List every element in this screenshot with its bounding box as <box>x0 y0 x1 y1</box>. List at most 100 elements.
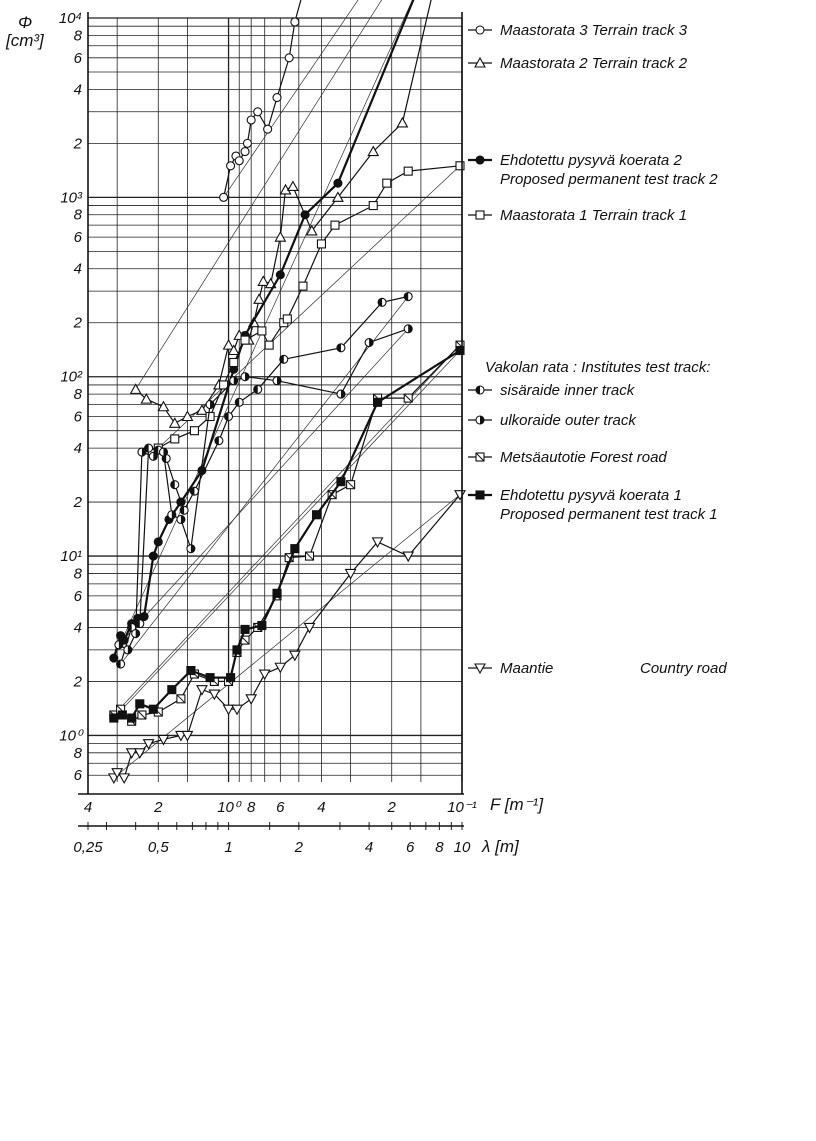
marker-fill <box>233 376 238 385</box>
series-circle-half-right <box>114 324 413 655</box>
data-point <box>288 650 301 662</box>
marker-shape <box>181 730 194 742</box>
data-point <box>311 510 322 520</box>
y-tick-label: 6 <box>74 229 83 246</box>
legend-swatch-marker <box>475 25 485 35</box>
f-tick-label: 10⁰ <box>217 799 242 816</box>
data-point <box>189 426 199 436</box>
f-tick-label: 4 <box>84 799 92 816</box>
data-point <box>157 400 170 412</box>
series-circle-filled <box>109 0 415 663</box>
data-point <box>240 624 250 634</box>
marker-fill <box>253 385 258 394</box>
data-point <box>109 653 119 663</box>
data-point <box>117 710 127 720</box>
data-point <box>344 568 357 580</box>
data-point <box>224 411 234 422</box>
data-point <box>196 404 208 415</box>
marker-fill <box>284 553 294 563</box>
fit-line <box>113 350 461 719</box>
marker-shape <box>227 344 240 356</box>
y-tick-label: 6 <box>74 409 83 426</box>
marker-shape <box>232 645 242 655</box>
data-point <box>179 505 189 515</box>
marker-shape <box>219 380 229 390</box>
data-point <box>148 551 158 561</box>
marker-shape <box>303 622 316 634</box>
data-point <box>135 619 145 629</box>
marker-shape <box>475 210 485 220</box>
marker-shape <box>331 191 344 202</box>
marker-shape <box>231 704 243 716</box>
y-tick-label: 8 <box>74 207 83 224</box>
marker-shape <box>316 239 326 249</box>
marker-fill <box>127 645 132 654</box>
data-point <box>403 166 413 176</box>
data-point <box>373 397 383 407</box>
y-tick-label: 10¹ <box>60 548 82 565</box>
f-tick-label: 2 <box>153 799 163 816</box>
data-point <box>371 537 384 549</box>
data-point <box>181 410 194 422</box>
legend: Vakolan rata : Institutes test track: Maa… <box>468 22 727 677</box>
marker-shape <box>284 53 294 63</box>
data-point <box>229 376 239 386</box>
data-point <box>158 447 169 457</box>
legend-swatch-marker <box>475 155 485 165</box>
data-point <box>186 666 196 676</box>
legend-label: ulkoraide outer track <box>500 412 637 429</box>
data-point <box>170 480 180 490</box>
data-point <box>142 739 155 750</box>
data-point <box>229 357 239 368</box>
marker-fill <box>475 452 485 462</box>
marker-shape <box>240 147 250 157</box>
f-tick-label: 6 <box>276 799 285 816</box>
legend-swatch-marker <box>475 385 485 395</box>
marker-fill <box>180 506 185 515</box>
marker-shape <box>226 161 236 171</box>
data-point <box>222 704 235 716</box>
lambda-axis-label: λ [m] <box>481 837 520 856</box>
data-point <box>226 161 236 171</box>
marker-shape <box>226 673 236 683</box>
data-point <box>272 93 282 103</box>
marker-fill <box>180 515 185 524</box>
fit-line <box>113 494 461 779</box>
fit-line <box>118 328 409 646</box>
y-tick-label: 4 <box>74 261 82 278</box>
marker-shape <box>290 544 300 554</box>
marker-fill <box>235 398 240 407</box>
data-point <box>253 107 263 117</box>
marker-shape <box>367 145 380 157</box>
data-point <box>167 510 177 520</box>
data-point <box>304 551 315 561</box>
lambda-tick-label: 0,25 <box>73 839 103 856</box>
marker-shape <box>253 293 266 304</box>
marker-fill <box>116 660 121 669</box>
marker-shape <box>148 551 158 561</box>
marker-fill <box>135 629 140 638</box>
marker-fill <box>403 393 413 403</box>
data-point <box>245 694 258 705</box>
marker-fill <box>378 298 383 307</box>
y-tick-label: 2 <box>73 673 83 690</box>
marker-shape <box>253 107 263 117</box>
marker-shape <box>272 588 282 598</box>
data-point <box>219 380 229 390</box>
marker-shape <box>168 417 181 428</box>
y-tick-label: 6 <box>74 50 83 67</box>
data-point <box>135 699 145 709</box>
marker-shape <box>157 734 170 746</box>
marker-fill <box>171 510 176 519</box>
marker-shape <box>475 25 485 35</box>
data-point <box>275 270 285 280</box>
data-point <box>148 451 158 461</box>
marker-shape <box>396 116 409 128</box>
data-point <box>455 345 465 356</box>
legend-entry: Maastorata 2 Terrain track 2 <box>468 55 688 72</box>
data-point <box>377 297 387 307</box>
legend-label: sisäraide inner track <box>500 382 636 399</box>
